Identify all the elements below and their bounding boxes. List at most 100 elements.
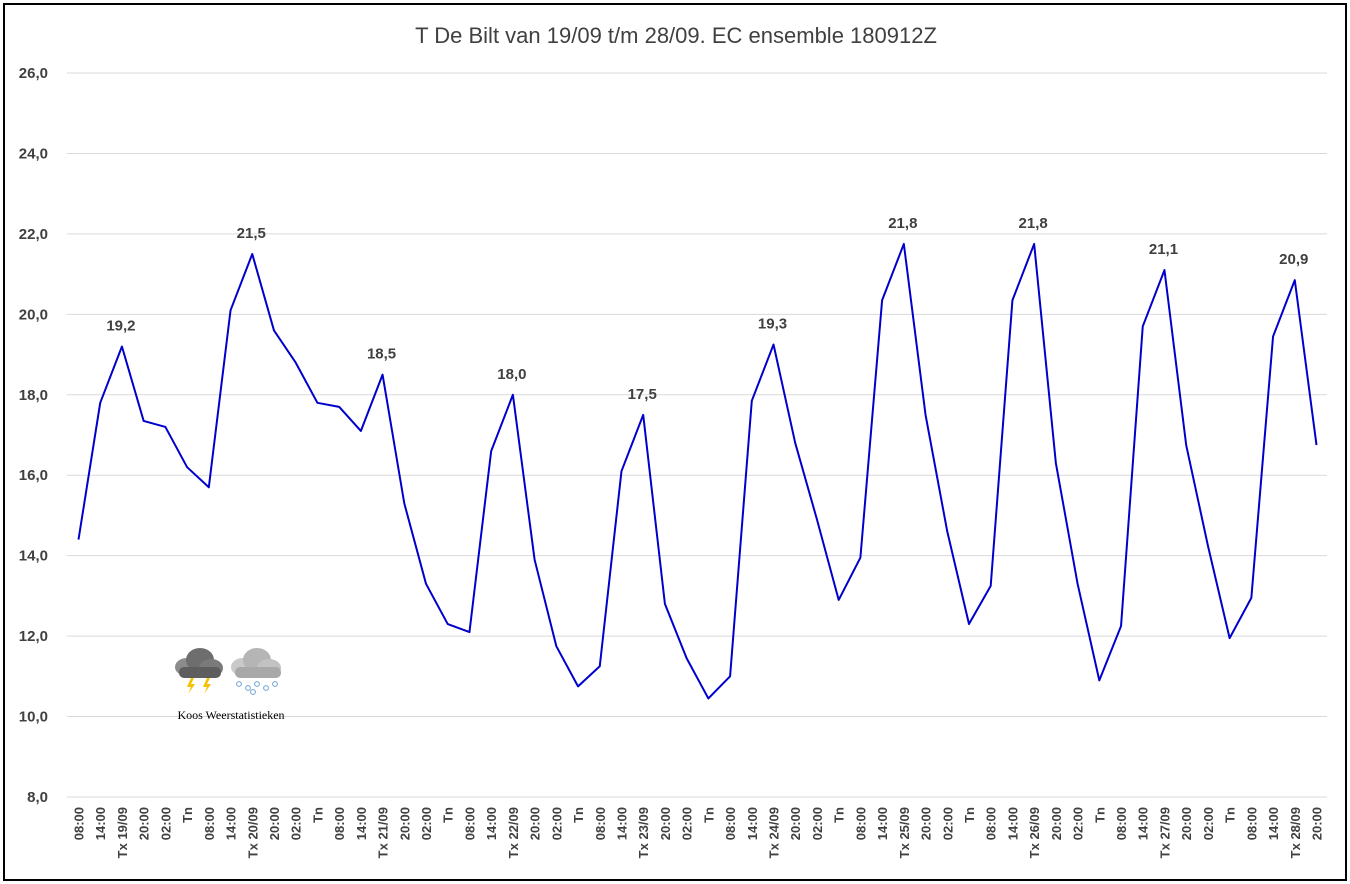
x-tick-label: 14:00 — [1136, 807, 1151, 840]
x-tick-label: 20:00 — [919, 807, 934, 840]
x-tick-label: Tx 28/09 — [1288, 807, 1303, 858]
data-point — [729, 675, 731, 677]
x-tick-label: 02:00 — [1201, 807, 1216, 840]
x-tick-label: 20:00 — [788, 807, 803, 840]
x-tick-label: 20:00 — [1310, 807, 1325, 840]
y-tick-label: 22,0 — [19, 226, 48, 243]
x-tick-label: 14:00 — [745, 807, 760, 840]
x-tick-label: Tx 19/09 — [115, 807, 130, 858]
data-point — [1098, 679, 1100, 681]
data-label: 21,1 — [1149, 241, 1178, 258]
x-tick-label: Tx 24/09 — [767, 807, 782, 858]
x-tick-label: Tx 21/09 — [376, 807, 391, 858]
x-tick-label: 08:00 — [1114, 807, 1129, 840]
x-tick-label: Tn — [832, 807, 847, 823]
data-point — [1185, 444, 1187, 446]
x-tick-label: 20:00 — [1179, 807, 1194, 840]
data-point — [859, 557, 861, 559]
x-tick-label: 08:00 — [202, 807, 217, 840]
data-point — [1033, 243, 1035, 245]
x-tick-label: 02:00 — [940, 807, 955, 840]
y-tick-label: 12,0 — [19, 628, 48, 645]
data-point — [512, 394, 514, 396]
x-tick-label: 08:00 — [984, 807, 999, 840]
x-tick-label: 02:00 — [289, 807, 304, 840]
data-label: 18,0 — [497, 366, 526, 383]
data-point — [99, 402, 101, 404]
data-point — [642, 414, 644, 416]
line-chart: T De Bilt van 19/09 t/m 28/09. EC ensemb… — [19, 23, 1327, 858]
data-point — [946, 531, 948, 533]
data-point — [1055, 462, 1057, 464]
watermark-text: Koos Weerstatistieken — [177, 708, 284, 722]
data-point — [1142, 325, 1144, 327]
data-label: 21,8 — [1019, 215, 1048, 232]
hail-cloud-icon — [231, 648, 281, 695]
x-tick-label: Tn — [571, 807, 586, 823]
data-point — [1207, 545, 1209, 547]
y-tick-label: 26,0 — [19, 65, 48, 82]
x-tick-label: Tn — [180, 807, 195, 823]
data-point — [143, 420, 145, 422]
data-point — [1163, 269, 1165, 271]
data-label: 21,5 — [237, 225, 266, 242]
x-tick-label: 20:00 — [137, 807, 152, 840]
data-point — [1120, 625, 1122, 627]
x-tick-label: 14:00 — [484, 807, 499, 840]
data-point — [903, 243, 905, 245]
data-point — [186, 466, 188, 468]
x-tick-label: 20:00 — [1049, 807, 1064, 840]
data-point — [1011, 299, 1013, 301]
x-tick-label: 14:00 — [1005, 807, 1020, 840]
data-point — [1229, 637, 1231, 639]
data-point — [251, 253, 253, 255]
data-point — [751, 400, 753, 402]
data-label: 20,9 — [1279, 251, 1308, 268]
data-point — [577, 685, 579, 687]
data-point — [425, 583, 427, 585]
data-point — [1294, 279, 1296, 281]
data-point — [316, 402, 318, 404]
data-point — [838, 599, 840, 601]
y-tick-label: 8,0 — [27, 789, 48, 806]
data-point — [208, 486, 210, 488]
data-point — [1272, 335, 1274, 337]
x-tick-label: 14:00 — [875, 807, 890, 840]
data-point — [773, 344, 775, 346]
data-point — [1316, 444, 1318, 446]
data-label: 17,5 — [628, 386, 657, 403]
data-point — [968, 623, 970, 625]
x-tick-label: 08:00 — [332, 807, 347, 840]
x-tick-label: 08:00 — [462, 807, 477, 840]
x-tick-label: Tn — [701, 807, 716, 823]
data-point — [881, 299, 883, 301]
x-tick-label: Tn — [441, 807, 456, 823]
x-tick-label: 08:00 — [72, 807, 87, 840]
x-tick-label: 14:00 — [354, 807, 369, 840]
x-tick-label: Tx 26/09 — [1027, 807, 1042, 858]
x-tick-label: 08:00 — [853, 807, 868, 840]
x-tick-label: 20:00 — [397, 807, 412, 840]
y-axis-ticks: 8,0 10,0 12,0 14,0 16,0 18,0 20,0 22,0 24,0 26,0 — [19, 65, 48, 806]
x-tick-label: 08:00 — [723, 807, 738, 840]
x-tick-label: 14:00 — [614, 807, 629, 840]
y-tick-label: 24,0 — [19, 145, 48, 162]
data-point — [664, 603, 666, 605]
x-tick-label: Tx 22/09 — [506, 807, 521, 858]
chart-frame: T De Bilt van 19/09 t/m 28/09. EC ensemb… — [3, 3, 1347, 881]
data-labels: 19,2 21,5 18,5 18,0 17,5 19,3 21,8 21,8 21,1 20,9 — [106, 215, 1308, 403]
x-tick-label: 02:00 — [810, 807, 825, 840]
x-tick-label: 20:00 — [528, 807, 543, 840]
data-point — [295, 362, 297, 364]
x-tick-label: 20:00 — [658, 807, 673, 840]
temperature-series-line — [77, 242, 1318, 700]
x-tick-label: Tx 20/09 — [245, 807, 260, 858]
data-point — [78, 539, 80, 541]
x-tick-label: 14:00 — [224, 807, 239, 840]
watermark: Koos Weerstatistieken — [175, 648, 285, 722]
data-point — [403, 502, 405, 504]
data-point — [338, 406, 340, 408]
data-point — [1077, 583, 1079, 585]
y-tick-label: 14,0 — [19, 548, 48, 565]
x-tick-label: Tn — [962, 807, 977, 823]
